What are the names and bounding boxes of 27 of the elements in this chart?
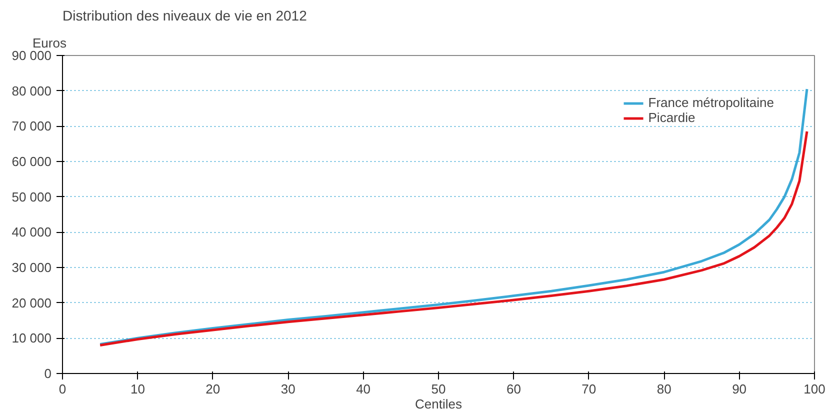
x-tick-label: 10 [130, 382, 145, 396]
x-tick-label: 70 [582, 382, 596, 396]
y-tick-label: 40 000 [12, 224, 52, 240]
x-tick-label: 90 [732, 382, 747, 396]
x-tick-label: 60 [506, 382, 521, 396]
y-tick-label: 60 000 [12, 154, 52, 169]
y-axis-title: Euros [32, 36, 67, 50]
y-tick-label: 10 000 [12, 330, 52, 346]
x-tick-label: 40 [356, 382, 371, 396]
x-tick-label: 80 [656, 382, 672, 396]
y-tick-label: 90 000 [12, 48, 52, 63]
line-series [98, 130, 808, 346]
x-tick-label: 0 [58, 382, 66, 396]
x-tick-label: 30 [280, 382, 296, 396]
legend-label: France métropolitaine [648, 95, 774, 110]
x-tick-label: 50 [431, 382, 446, 396]
y-tick-label: 50 000 [12, 189, 52, 204]
x-tick-label: 20 [206, 382, 220, 396]
y-tick-label: 70 000 [12, 118, 52, 134]
legend-label: Picardie [648, 110, 696, 125]
y-tick-label: 20 000 [12, 295, 52, 310]
x-axis-title: Centiles [415, 396, 462, 412]
chart-title: Distribution des niveaux de vie en 2012 [62, 8, 308, 24]
y-tick-label: 0 [44, 366, 52, 381]
y-tick-label: 30 000 [12, 260, 52, 275]
y-tick-label: 80 000 [12, 83, 52, 98]
x-tick-label: 100 [804, 382, 826, 396]
